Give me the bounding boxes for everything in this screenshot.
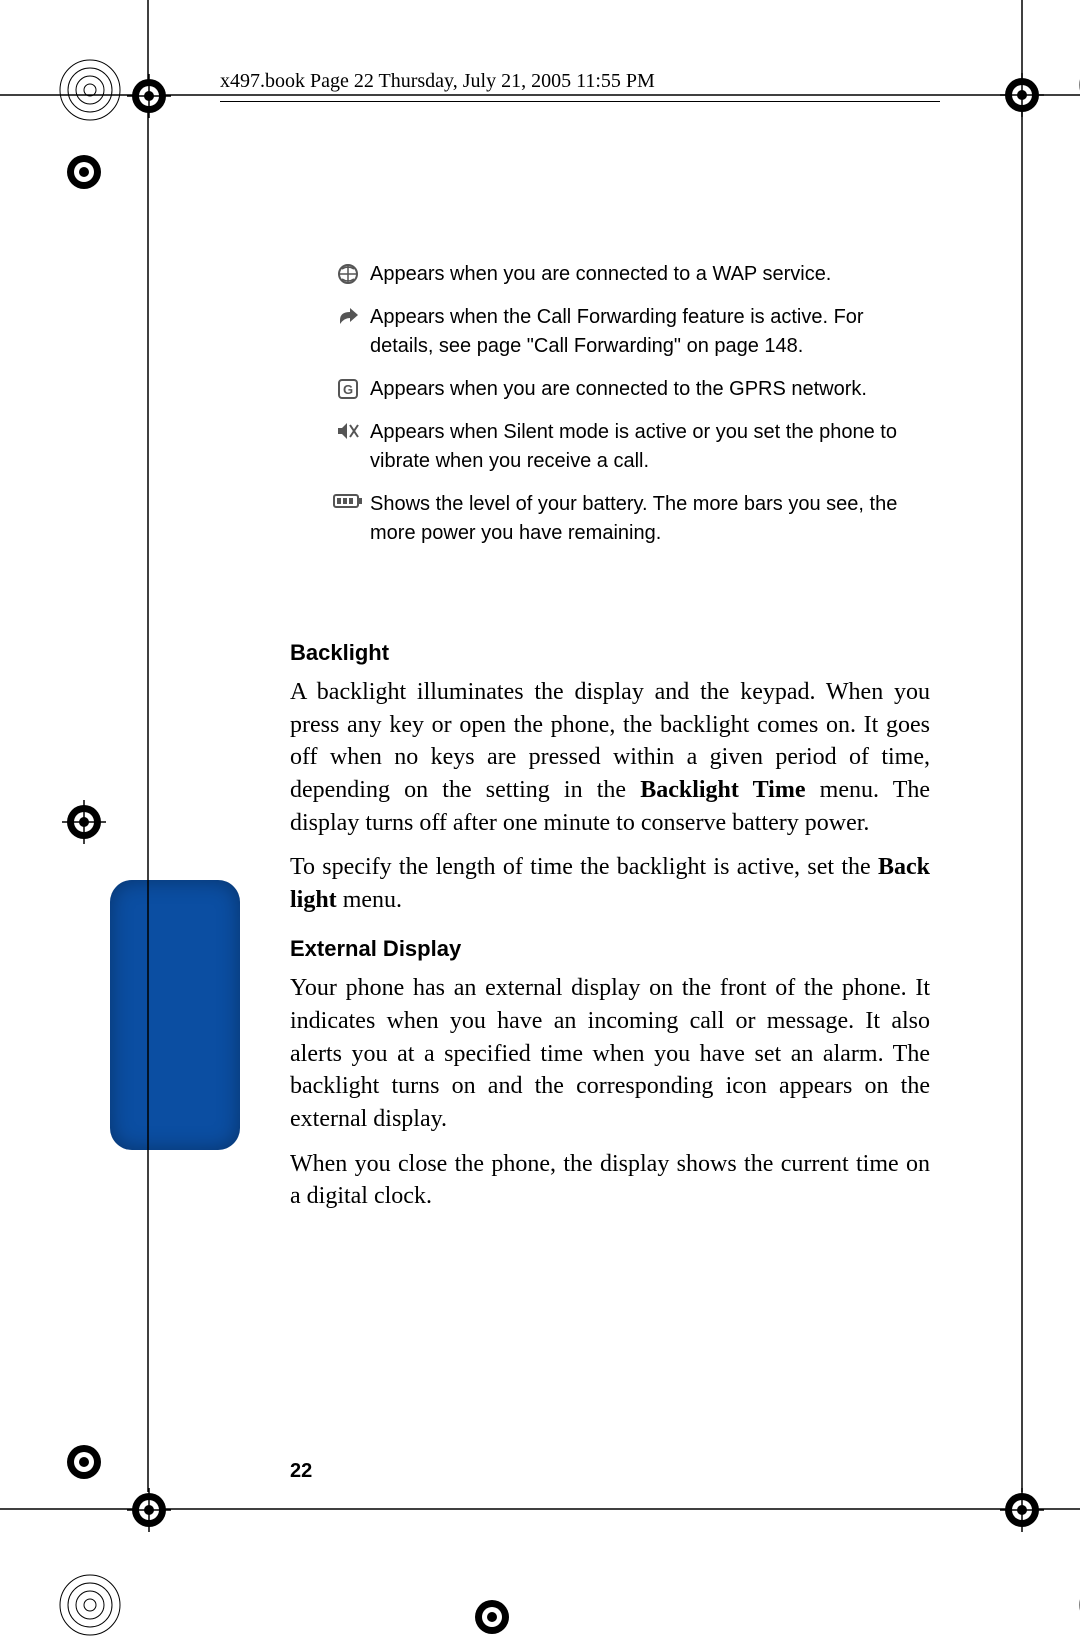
para-external-2: When you close the phone, the display sh… <box>290 1148 930 1213</box>
text: menu. <box>337 887 402 913</box>
heading-backlight: Backlight <box>290 640 930 666</box>
crop-cross-ll <box>62 1440 106 1484</box>
page-header: x497.book Page 22 Thursday, July 21, 200… <box>220 70 940 102</box>
crop-spiral-tr <box>1075 50 1080 120</box>
crop-cross-bl <box>127 1488 171 1532</box>
icon-row-gprs: G Appears when you are connected to the … <box>325 375 925 404</box>
svg-text:G: G <box>342 382 352 397</box>
gprs-icon: G <box>325 375 370 400</box>
heading-external: External Display <box>290 936 930 962</box>
silent-icon <box>325 418 370 441</box>
forward-icon <box>325 303 370 326</box>
page-body: Backlight A backlight illuminates the di… <box>290 640 930 1225</box>
crop-cross-br <box>1000 1488 1044 1532</box>
crop-cross-tr <box>1000 55 1080 145</box>
status-icon-list: Appears when you are connected to a WAP … <box>325 260 925 562</box>
icon-desc: Appears when Silent mode is active or yo… <box>370 418 925 476</box>
icon-row-silent: Appears when Silent mode is active or yo… <box>325 418 925 476</box>
icon-row-wap: Appears when you are connected to a WAP … <box>325 260 925 289</box>
crop-cross-ml1 <box>62 150 106 194</box>
icon-desc: Appears when you are connected to a WAP … <box>370 260 925 289</box>
page-number: 22 <box>290 1460 312 1483</box>
header-rule <box>220 101 940 102</box>
crop-spiral-br <box>1075 1570 1080 1640</box>
crop-spiral-bl <box>55 1570 125 1640</box>
battery-icon <box>325 490 370 509</box>
icon-desc: Appears when you are connected to the GP… <box>370 375 925 404</box>
para-backlight-2: To specify the length of time the backli… <box>290 851 930 916</box>
crop-cross-mid-l <box>62 800 106 844</box>
wap-icon <box>325 260 370 285</box>
icon-desc: Shows the level of your battery. The mor… <box>370 490 925 548</box>
header-text: x497.book Page 22 Thursday, July 21, 200… <box>220 70 940 101</box>
section-tab-label: Section 2 <box>238 971 261 1060</box>
section-tab: Section 2 <box>110 880 240 1150</box>
crop-corner-tl <box>55 55 125 125</box>
text: To specify the length of time the backli… <box>290 854 878 880</box>
bold-text: Backlight Time <box>640 777 805 803</box>
icon-desc: Appears when the Call Forwarding feature… <box>370 303 925 361</box>
crop-cross-bm <box>470 1595 514 1639</box>
para-backlight-1: A backlight illuminates the display and … <box>290 676 930 839</box>
para-external-1: Your phone has an external display on th… <box>290 972 930 1135</box>
icon-row-forward: Appears when the Call Forwarding feature… <box>325 303 925 361</box>
crop-cross-tl <box>127 74 171 118</box>
icon-row-battery: Shows the level of your battery. The mor… <box>325 490 925 548</box>
